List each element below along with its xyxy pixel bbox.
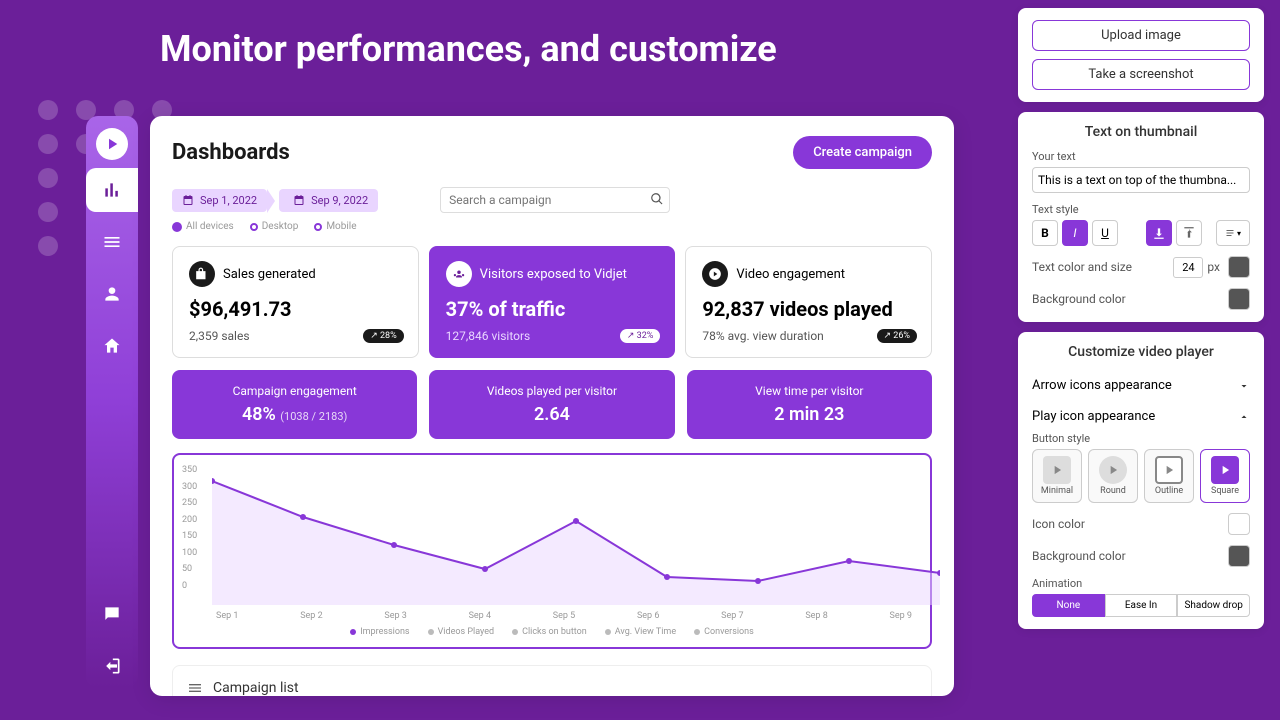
kpi-card[interactable]: Video engagement92,837 videos played78% … (685, 246, 932, 358)
color-size-label: Text color and size (1032, 260, 1132, 274)
right-column: Upload image Take a screenshot Text on t… (1018, 8, 1264, 629)
search-icon (650, 192, 664, 206)
device-desktop[interactable]: Desktop (250, 221, 299, 232)
text-color-swatch[interactable] (1228, 256, 1250, 278)
sidebar (86, 116, 138, 688)
play-style-square[interactable]: Square (1200, 449, 1250, 503)
player-bg-label: Background color (1032, 549, 1126, 563)
search-input[interactable] (440, 187, 670, 213)
align-top-button[interactable] (1176, 220, 1202, 246)
play-style-minimal[interactable]: Minimal (1032, 449, 1082, 503)
screenshot-button[interactable]: Take a screenshot (1032, 59, 1250, 90)
upload-card: Upload image Take a screenshot (1018, 8, 1264, 102)
player-title: Customize video player (1032, 344, 1250, 360)
your-text-label: Your text (1032, 150, 1250, 163)
video-player-card: Customize video player Arrow icons appea… (1018, 332, 1264, 629)
thumbnail-title: Text on thumbnail (1032, 124, 1250, 140)
nav-analytics[interactable] (86, 168, 138, 212)
anim-ease-in[interactable]: Ease In (1105, 594, 1178, 617)
stat-card: Campaign engagement48% (1038 / 2183) (172, 370, 417, 439)
chevron-down-icon (1238, 380, 1250, 392)
impressions-chart: 350300250200150100500 Sep 1Sep 2Sep 3Sep… (172, 453, 932, 649)
anim-shadow-drop[interactable]: Shadow drop (1177, 594, 1250, 617)
device-all[interactable]: All devices (172, 221, 234, 232)
date-from-chip[interactable]: Sep 1, 2022 (172, 189, 267, 212)
upload-image-button[interactable]: Upload image (1032, 20, 1250, 51)
dashboard-title: Dashboards (172, 140, 290, 165)
nav-user[interactable] (86, 272, 138, 316)
thumbnail-text-input[interactable] (1032, 167, 1250, 193)
dashboard-panel: Dashboards Create campaign Sep 1, 2022 S… (150, 116, 954, 696)
nav-menu[interactable] (86, 220, 138, 264)
underline-button[interactable]: U (1092, 220, 1118, 246)
list-icon (187, 680, 203, 696)
anim-none[interactable]: None (1032, 594, 1105, 617)
calendar-icon (293, 194, 305, 206)
create-campaign-button[interactable]: Create campaign (793, 136, 932, 169)
icon-color-label: Icon color (1032, 517, 1085, 531)
calendar-icon (182, 194, 194, 206)
thumbnail-text-card: Text on thumbnail Your text Text style B… (1018, 112, 1264, 322)
play-style-round[interactable]: Round (1088, 449, 1138, 503)
player-bg-swatch[interactable] (1228, 545, 1250, 567)
font-size-input[interactable] (1173, 257, 1203, 278)
kpi-card[interactable]: Sales generated$96,491.732,359 sales↗ 28… (172, 246, 419, 358)
page-title: Monitor performances, and customize (160, 28, 777, 70)
line-height-select[interactable]: ▾ (1216, 220, 1250, 246)
icon-color-swatch[interactable] (1228, 513, 1250, 535)
nav-home[interactable] (86, 324, 138, 368)
campaign-list-header[interactable]: Campaign list (172, 665, 932, 696)
animation-label: Animation (1032, 577, 1250, 590)
button-style-label: Button style (1032, 432, 1250, 445)
align-bottom-button[interactable] (1146, 220, 1172, 246)
kpi-card[interactable]: Visitors exposed to Vidjet37% of traffic… (429, 246, 676, 358)
bg-label: Background color (1032, 292, 1126, 306)
date-to-chip[interactable]: Sep 9, 2022 (279, 189, 378, 212)
app-logo[interactable] (96, 128, 128, 160)
bold-button[interactable]: B (1032, 220, 1058, 246)
italic-button[interactable]: I (1062, 220, 1088, 246)
device-mobile[interactable]: Mobile (314, 221, 356, 232)
bg-color-swatch[interactable] (1228, 288, 1250, 310)
text-style-label: Text style (1032, 203, 1250, 216)
play-accordion[interactable]: Play icon appearance (1032, 401, 1250, 432)
device-filter: All devices Desktop Mobile (172, 221, 932, 232)
chevron-up-icon (1238, 411, 1250, 423)
play-style-outline[interactable]: Outline (1144, 449, 1194, 503)
stat-card: Videos played per visitor2.64 (429, 370, 674, 439)
stat-card: View time per visitor2 min 23 (687, 370, 932, 439)
nav-chat[interactable] (86, 592, 138, 636)
nav-logout[interactable] (86, 644, 138, 688)
arrow-accordion[interactable]: Arrow icons appearance (1032, 370, 1250, 401)
